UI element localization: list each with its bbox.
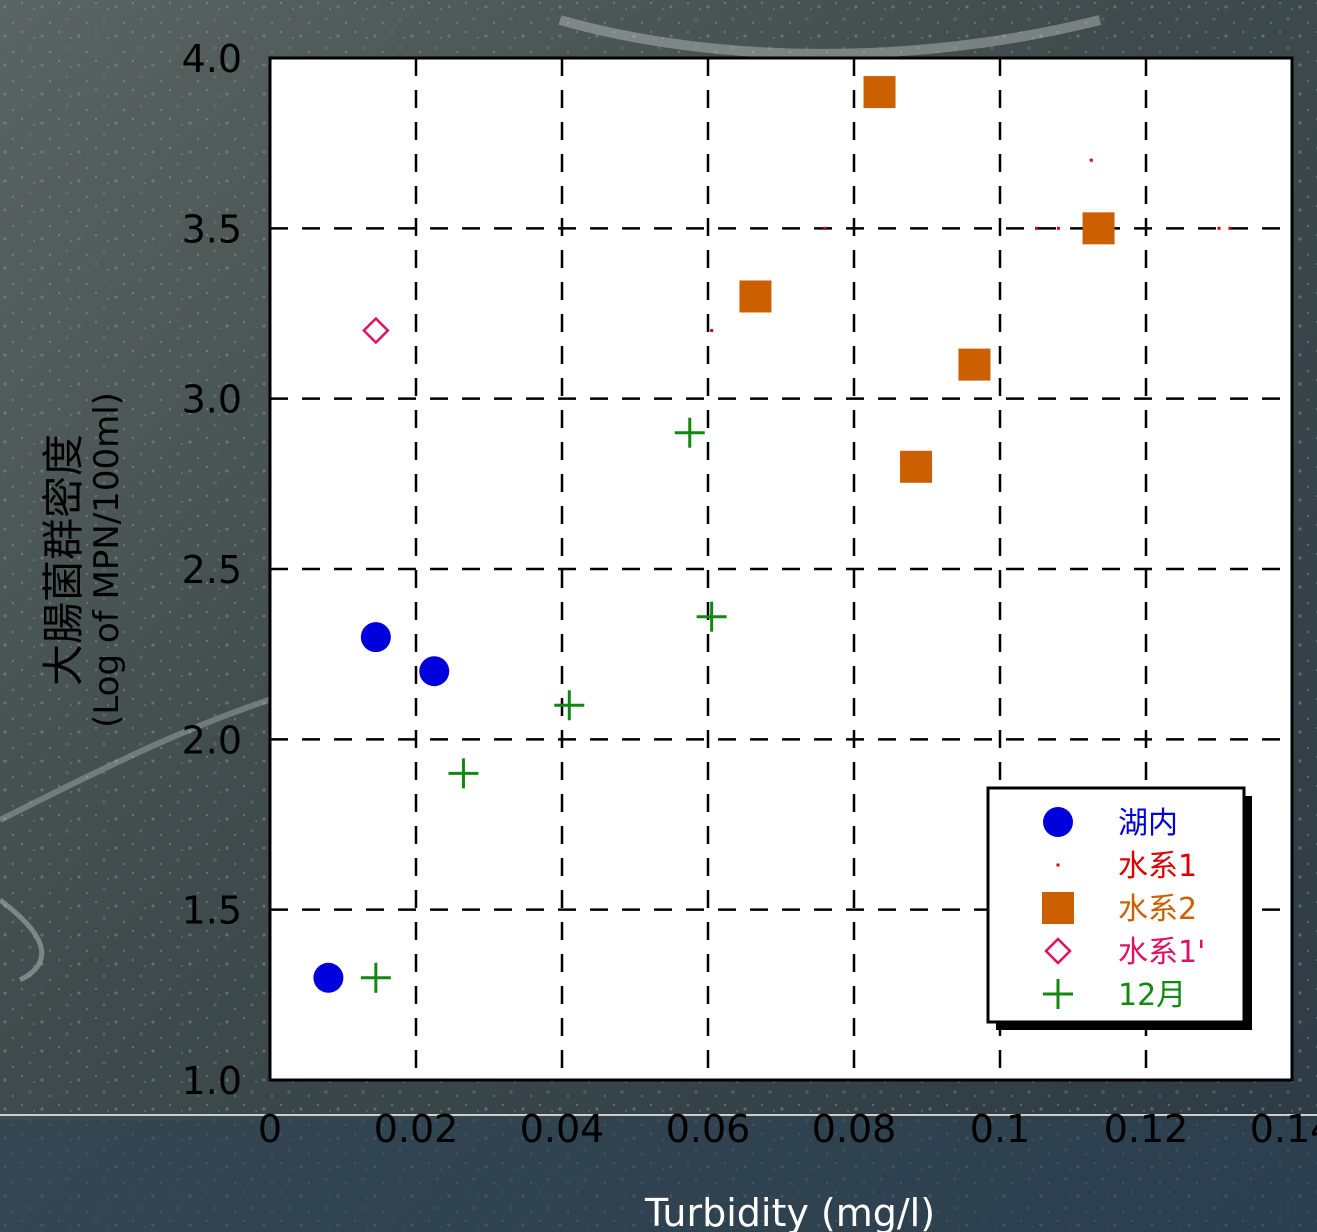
data-point: [710, 329, 714, 333]
legend-marker: [1056, 863, 1060, 867]
data-point: [739, 280, 772, 313]
data-point: [554, 690, 585, 721]
series-3: [362, 316, 390, 345]
legend-box: [986, 786, 1246, 1024]
plot-frame: [268, 56, 1294, 1082]
y-axis-tick-labels: 1.0 1.5 2.0 2.5 3.0 3.5 4.0: [182, 37, 242, 1103]
data-point: [823, 226, 827, 230]
legend-label: 湖内: [1118, 806, 1178, 841]
y-tick-label: 2.5: [182, 548, 242, 592]
y-tick-label: 4.0: [182, 37, 242, 81]
x-axis-tick-labels: 0 0.02 0.04 0.06 0.08 0.1 0.12 0.14: [258, 1107, 1317, 1151]
x-tick-label: 0.06: [666, 1107, 751, 1151]
x-tick-label: 0.1: [970, 1107, 1030, 1151]
y-axis-label: 大腸菌群密度: [39, 434, 88, 686]
data-point: [362, 316, 390, 345]
legend-item: 水系1: [1056, 849, 1197, 884]
series-1: [710, 158, 1232, 333]
series-0: [313, 622, 450, 993]
legend-label: 水系1': [1118, 935, 1205, 970]
data-point: [1228, 226, 1232, 230]
legend-marker: [1044, 937, 1072, 965]
data-point: [1056, 226, 1060, 230]
y-tick-label: 2.0: [182, 718, 242, 762]
legend-marker: [1043, 979, 1073, 1009]
x-tick-label: 0: [258, 1107, 282, 1151]
x-tick-label: 0.08: [812, 1107, 897, 1151]
x-tick-label: 0.02: [374, 1107, 459, 1151]
data-point: [900, 450, 933, 483]
legend-marker: [1042, 892, 1074, 924]
y-tick-label: 1.0: [182, 1059, 242, 1103]
legend-label: 水系1: [1118, 849, 1197, 884]
data-point: [1089, 158, 1093, 162]
data-point: [360, 962, 391, 993]
legend-item: 湖内: [1043, 806, 1178, 841]
data-marks: [313, 76, 1232, 993]
data-point: [1082, 212, 1115, 245]
y-tick-label: 3.5: [182, 207, 242, 251]
series-4: [360, 417, 727, 993]
legend-item: 12月: [1043, 978, 1186, 1013]
x-tick-label: 0.14: [1250, 1107, 1317, 1151]
x-tick-label: 0.12: [1104, 1107, 1189, 1151]
series-2: [739, 76, 1115, 483]
data-point: [1217, 226, 1221, 230]
legend-label: 12月: [1118, 978, 1186, 1013]
x-axis-label: Turbidity (mg/l): [644, 1191, 935, 1232]
y-axis-label-units: (Log of MPN/100ml): [87, 392, 127, 728]
data-point: [419, 656, 450, 687]
legend-item: 水系1': [1044, 935, 1205, 970]
grid-lines: [270, 58, 1292, 1080]
data-point: [360, 622, 391, 653]
data-point: [958, 348, 991, 381]
data-point: [313, 962, 344, 993]
data-point: [696, 601, 727, 632]
legend-label: 水系2: [1118, 892, 1197, 927]
x-tick-label: 0.04: [520, 1107, 605, 1151]
y-tick-label: 1.5: [182, 889, 242, 933]
y-tick-label: 3.0: [182, 378, 242, 422]
data-point: [863, 76, 896, 109]
legend-marker: [1043, 807, 1073, 837]
data-point: [448, 758, 479, 789]
data-point: [674, 417, 705, 448]
legend-item: 水系2: [1042, 892, 1197, 927]
data-point: [1035, 226, 1038, 230]
y-axis-label-group: 大腸菌群密度 (Log of MPN/100ml): [39, 392, 127, 728]
